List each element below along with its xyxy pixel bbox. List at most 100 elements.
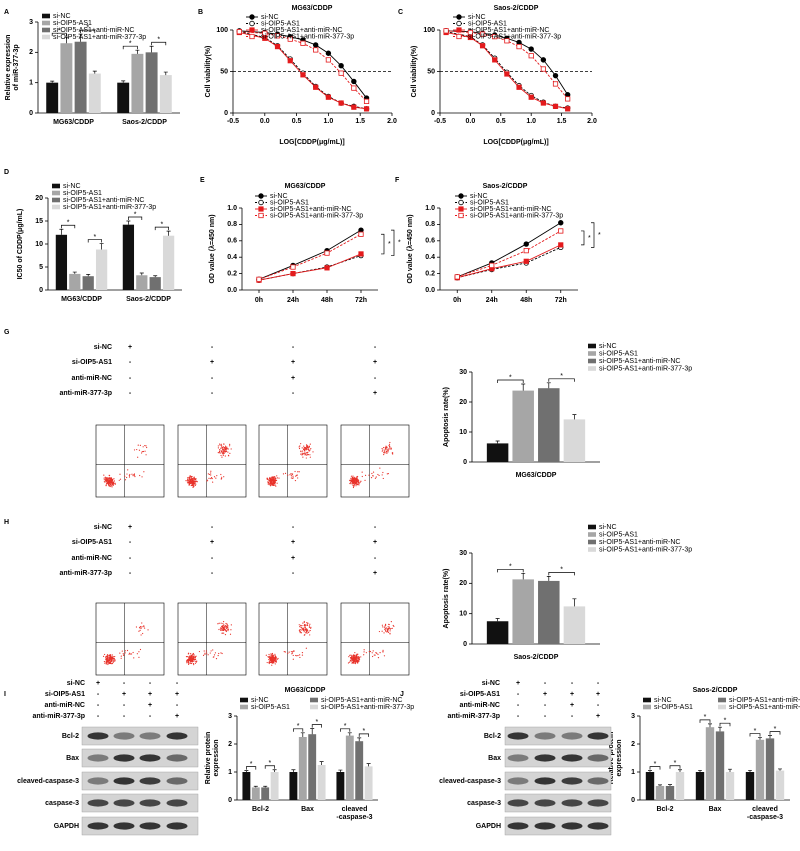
point (313, 84, 319, 90)
flow-dot (274, 484, 276, 486)
y-axis-label: Cell viability(%) (205, 46, 212, 98)
point (324, 250, 330, 256)
flow-dot (289, 474, 291, 476)
y-tick-label: 10 (459, 611, 467, 618)
legend-swatch (310, 704, 318, 710)
flow-dot (272, 480, 275, 482)
x-tick-label: Bcl-2 (656, 806, 673, 813)
point (274, 44, 281, 50)
flow-dot (381, 450, 383, 452)
flow-dot (273, 477, 275, 479)
error-bar (546, 382, 551, 389)
x-tick-label: MG63/CDDP (61, 296, 102, 303)
legend-label: si-OIP5-AS1+anti-miR-377-3p (261, 33, 354, 40)
flow-dot (128, 476, 131, 478)
significance-label: * (654, 761, 657, 768)
y-axis-label: Relative proteinexpression (205, 732, 220, 785)
flow-dot (353, 661, 356, 663)
y-tick-label: 1 (631, 769, 635, 776)
flow-dot (198, 650, 201, 653)
flow-dot (220, 443, 222, 445)
series-line (258, 229, 362, 280)
flow-dot (389, 633, 391, 635)
bar (95, 249, 108, 290)
significance-bracket (497, 568, 524, 573)
flow-dot (302, 453, 304, 455)
flow-dot (106, 660, 109, 663)
treatment-sign: - (374, 375, 377, 382)
flow-dot (296, 655, 298, 657)
flow-dot (371, 472, 373, 475)
legend-swatch (240, 697, 248, 703)
flow-dot (375, 476, 377, 478)
flow-dot (271, 480, 273, 482)
flow-dot (225, 630, 227, 633)
flow-dot (350, 479, 352, 481)
flow-dot (351, 657, 353, 660)
bar (512, 390, 534, 462)
flow-dot (379, 467, 381, 469)
flow-dot (305, 647, 307, 649)
x-tick-label: cleaved -caspase-3 (747, 806, 783, 821)
treatment-sign: - (544, 702, 547, 709)
legend-swatch (588, 547, 596, 552)
treatment-sign: + (596, 713, 600, 720)
legend-swatch (588, 358, 596, 364)
flow-dot (303, 448, 305, 451)
flow-dot (355, 656, 357, 658)
significance-label: * (674, 760, 677, 767)
flow-dot (106, 656, 108, 658)
flow-dot (190, 484, 192, 486)
flow-dot (223, 449, 225, 451)
treatment-sign: + (543, 691, 547, 698)
x-tick-label: Bax (301, 806, 314, 813)
flow-dot (111, 654, 113, 656)
error-bar (139, 272, 144, 276)
y-tick-label: 0.8 (227, 221, 237, 228)
flow-dot (292, 475, 294, 477)
flow-dot (267, 481, 269, 483)
flow-dot (107, 483, 109, 485)
point (262, 30, 268, 36)
flow-dot (138, 630, 140, 632)
flow-dot (211, 477, 213, 480)
flow-dot (122, 653, 124, 655)
flow-dot (227, 454, 230, 456)
flow-dot (225, 622, 227, 625)
blot-band (87, 754, 109, 762)
bar (88, 73, 101, 113)
flow-dot (139, 625, 142, 628)
flow-dot (273, 478, 275, 480)
flow-dot (377, 657, 380, 659)
flow-dot (383, 451, 385, 453)
flow-dot (374, 477, 377, 479)
flow-dot (383, 626, 386, 628)
significance-bracket (719, 722, 731, 727)
flow-dot (350, 475, 353, 477)
flow-dot (103, 660, 106, 663)
flow-dot (188, 661, 190, 663)
flow-dot (194, 478, 196, 480)
flow-dot (217, 447, 219, 449)
treatment-sign: - (374, 344, 377, 351)
legend-label: si-OIP5-AS1 (251, 704, 290, 711)
flow-dot (353, 661, 355, 663)
significance-bracket (749, 733, 761, 737)
flow-dot (385, 630, 387, 632)
flow-dot (298, 624, 300, 626)
flow-dot (353, 483, 355, 485)
flow-dot (387, 626, 389, 628)
legend-label: si-OIP5-AS1+anti-miR-377-3p (63, 204, 156, 211)
legend-label: si-NC (470, 193, 488, 200)
flow-dot (275, 477, 277, 480)
x-tick-label: 72h (355, 297, 367, 304)
flow-dot (193, 658, 195, 660)
treatment-sign: + (596, 691, 600, 698)
x-tick-label: 0.5 (292, 118, 302, 125)
significance-label: * (316, 719, 319, 726)
treatment-sign: + (516, 680, 520, 687)
flow-dot (222, 449, 224, 451)
flow-dot (353, 484, 355, 487)
flow-dot (109, 480, 111, 482)
bar (538, 388, 560, 462)
